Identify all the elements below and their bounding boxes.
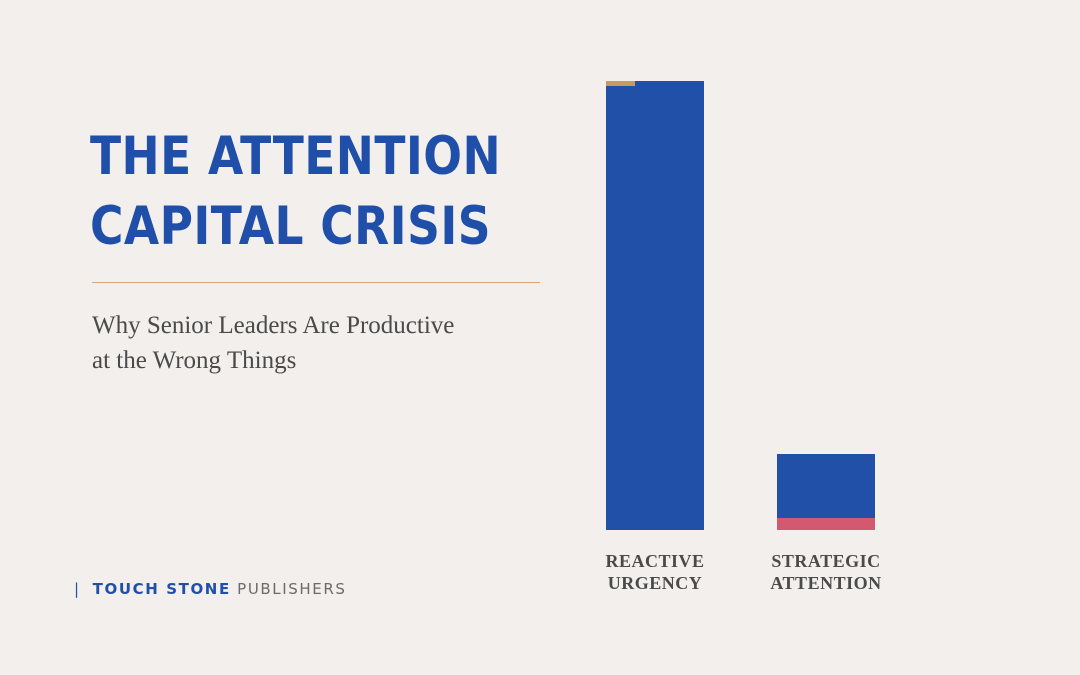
bar-label-line: STRATEGIC bbox=[771, 551, 881, 571]
page-title: THE ATTENTION CAPITAL CRISIS bbox=[90, 122, 502, 262]
publisher-divider: | bbox=[74, 580, 81, 598]
publisher-mark: | TOUCH STONE PUBLISHERS bbox=[74, 580, 347, 598]
bar-label-line: REACTIVE bbox=[605, 551, 705, 571]
bar-segment-main-strategic-attention bbox=[777, 454, 875, 519]
bar-label-line: ATTENTION bbox=[770, 573, 882, 593]
title-divider bbox=[92, 282, 540, 283]
bar-segment-accent-strategic-attention bbox=[777, 518, 875, 530]
bar-segment-accent-reactive-urgency bbox=[606, 80, 636, 87]
subtitle-line-2: at the Wrong Things bbox=[92, 347, 297, 374]
subtitle-line-1: Why Senior Leaders Are Productive bbox=[92, 312, 455, 339]
title-line-2: CAPITAL CRISIS bbox=[90, 196, 491, 257]
bar-label-line: URGENCY bbox=[607, 573, 703, 593]
bar-label-reactive-urgency: REACTIVE URGENCY bbox=[585, 550, 725, 594]
subtitle: Why Senior Leaders Are Productive at the… bbox=[92, 308, 562, 378]
title-line-1: THE ATTENTION bbox=[90, 126, 502, 187]
bar-strategic-attention bbox=[777, 454, 875, 530]
bar-label-strategic-attention: STRATEGIC ATTENTION bbox=[756, 550, 896, 594]
bar-segment-main-reactive-urgency bbox=[606, 80, 704, 530]
publisher-brand: TOUCH STONE bbox=[92, 580, 231, 598]
bar-reactive-urgency bbox=[606, 80, 704, 530]
publisher-suffix: PUBLISHERS bbox=[237, 580, 347, 598]
